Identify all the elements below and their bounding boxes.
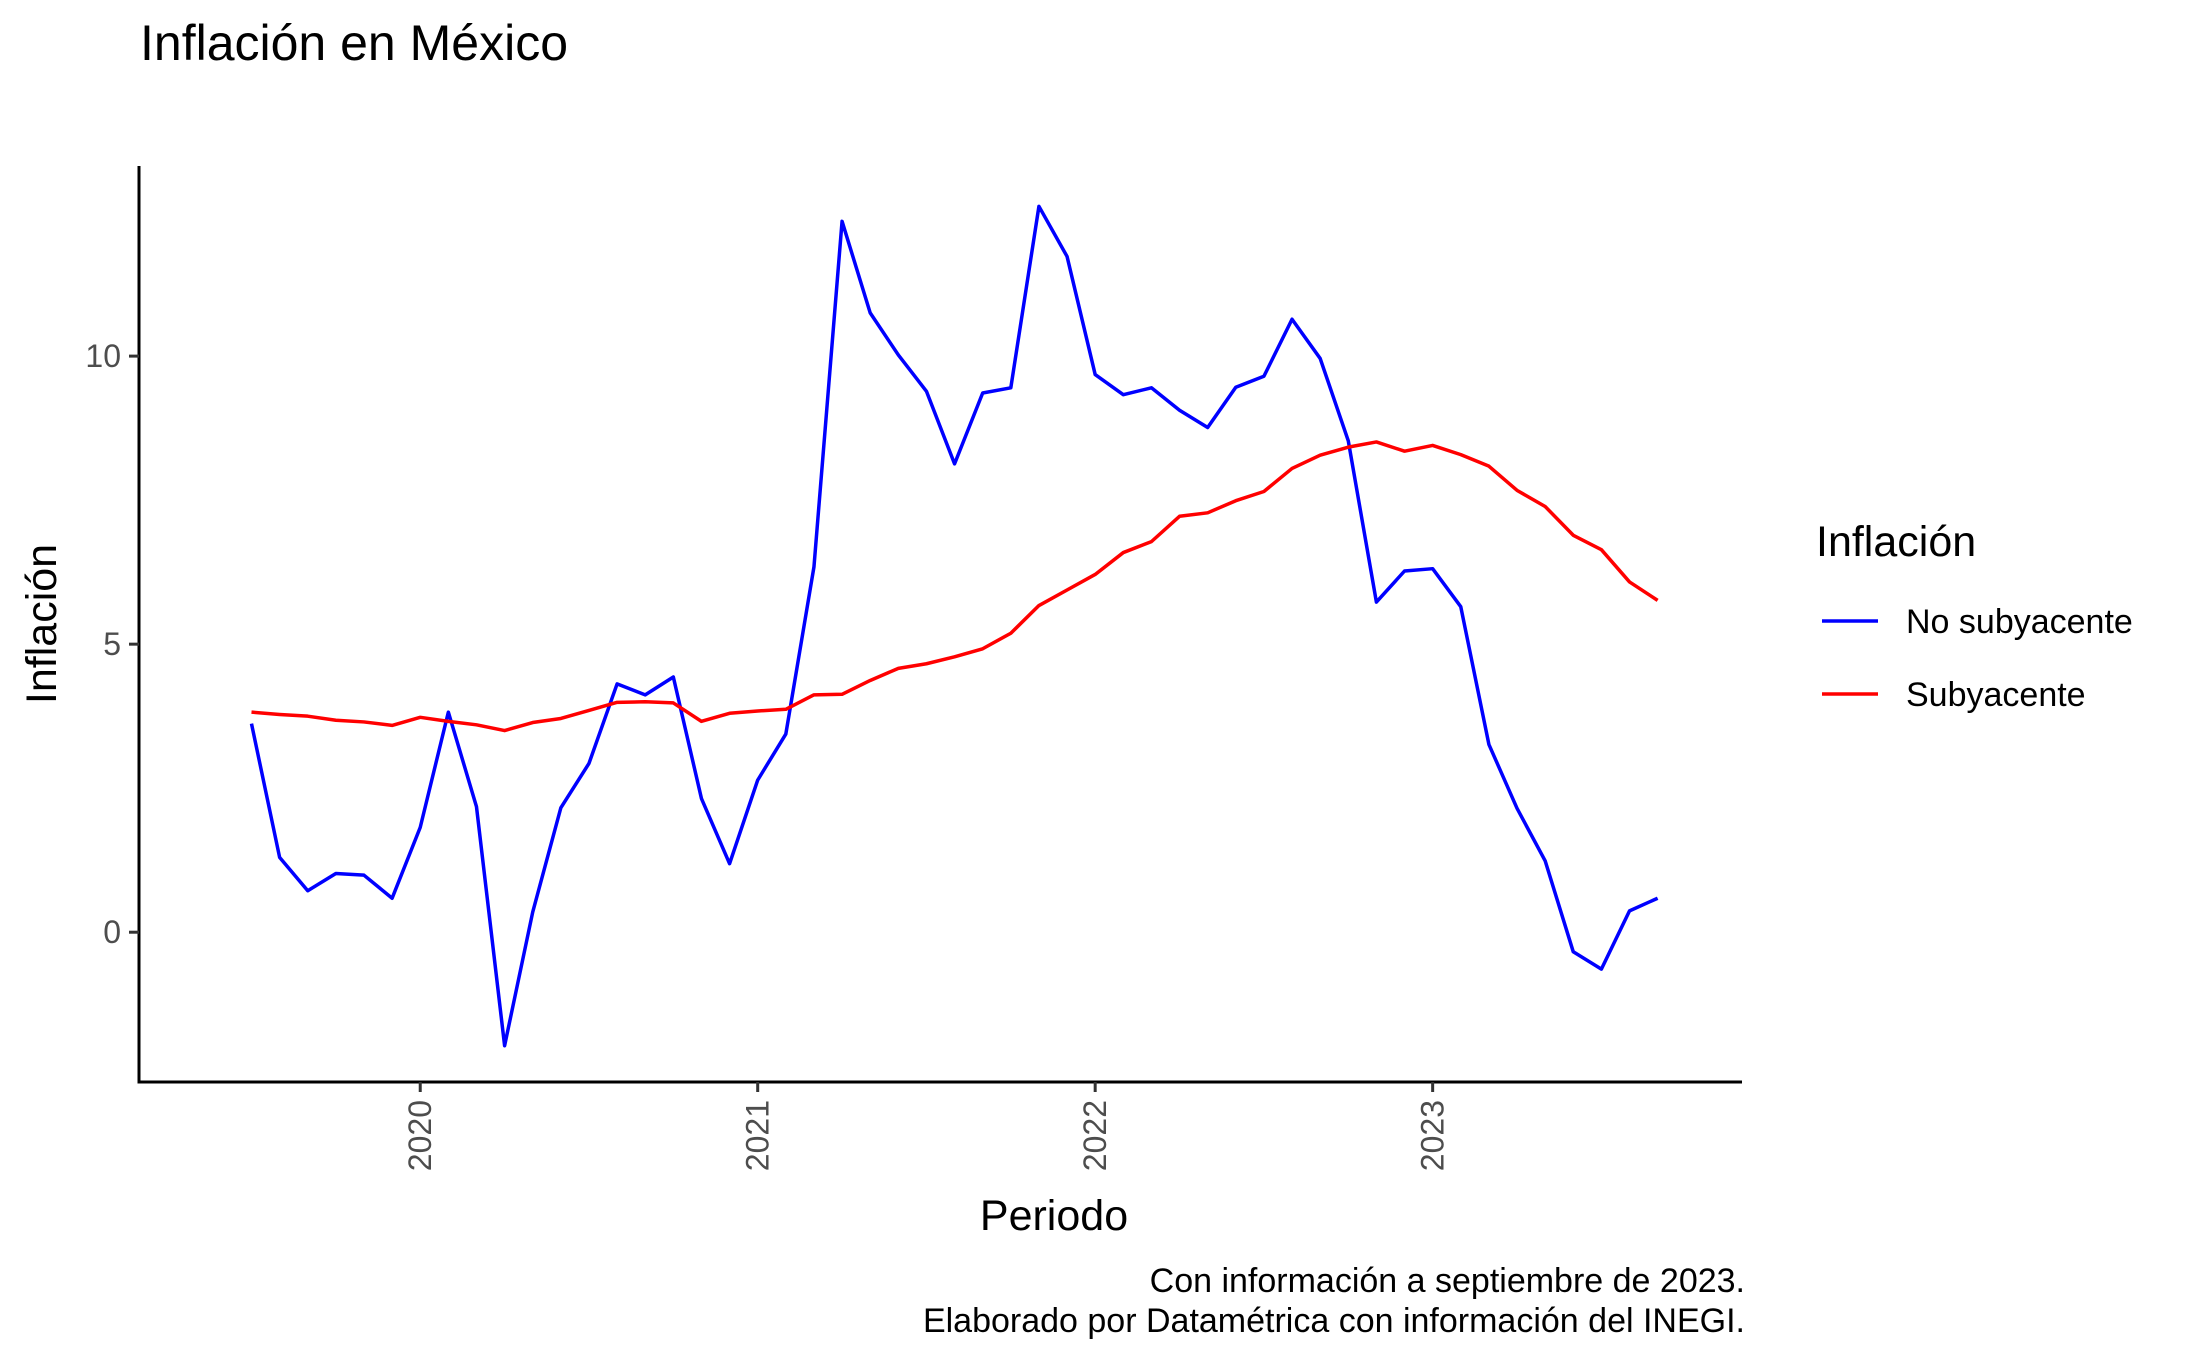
plot-area: 0 5 10 2020 2021 2022 2023 [85,166,1742,1171]
y-tick-label: 5 [103,626,121,662]
legend-items: No subyacente Subyacente [1822,603,2133,714]
x-axis-title: Periodo [980,1192,1128,1240]
caption-line-2: Elaborado por Datamétrica con informació… [923,1302,1745,1340]
x-axis-ticks: 2020 2021 2022 2023 [402,1082,1451,1171]
y-axis-title: Inflación [18,544,66,704]
caption-line-1: Con información a septiembre de 2023. [1150,1262,1745,1300]
legend-title: Inflación [1816,518,1976,566]
x-tick-label: 2023 [1415,1100,1451,1171]
y-tick-label: 10 [85,338,121,374]
chart-title: Inflación en México [140,15,568,71]
series-layer [249,204,1659,1048]
y-tick-label: 0 [103,914,121,950]
x-tick-label: 2020 [402,1100,438,1171]
legend-label-subyacente: Subyacente [1906,676,2086,714]
series-line-subyacente [251,440,1659,733]
x-tick-label: 2021 [740,1100,776,1171]
series-line-no-subyacente [249,204,1659,1048]
legend: Inflación No subyacente Subyacente [1816,518,2133,714]
legend-label-no-subyacente: No subyacente [1906,603,2133,641]
x-tick-label: 2022 [1077,1100,1113,1171]
y-axis-ticks: 0 5 10 [85,338,139,950]
